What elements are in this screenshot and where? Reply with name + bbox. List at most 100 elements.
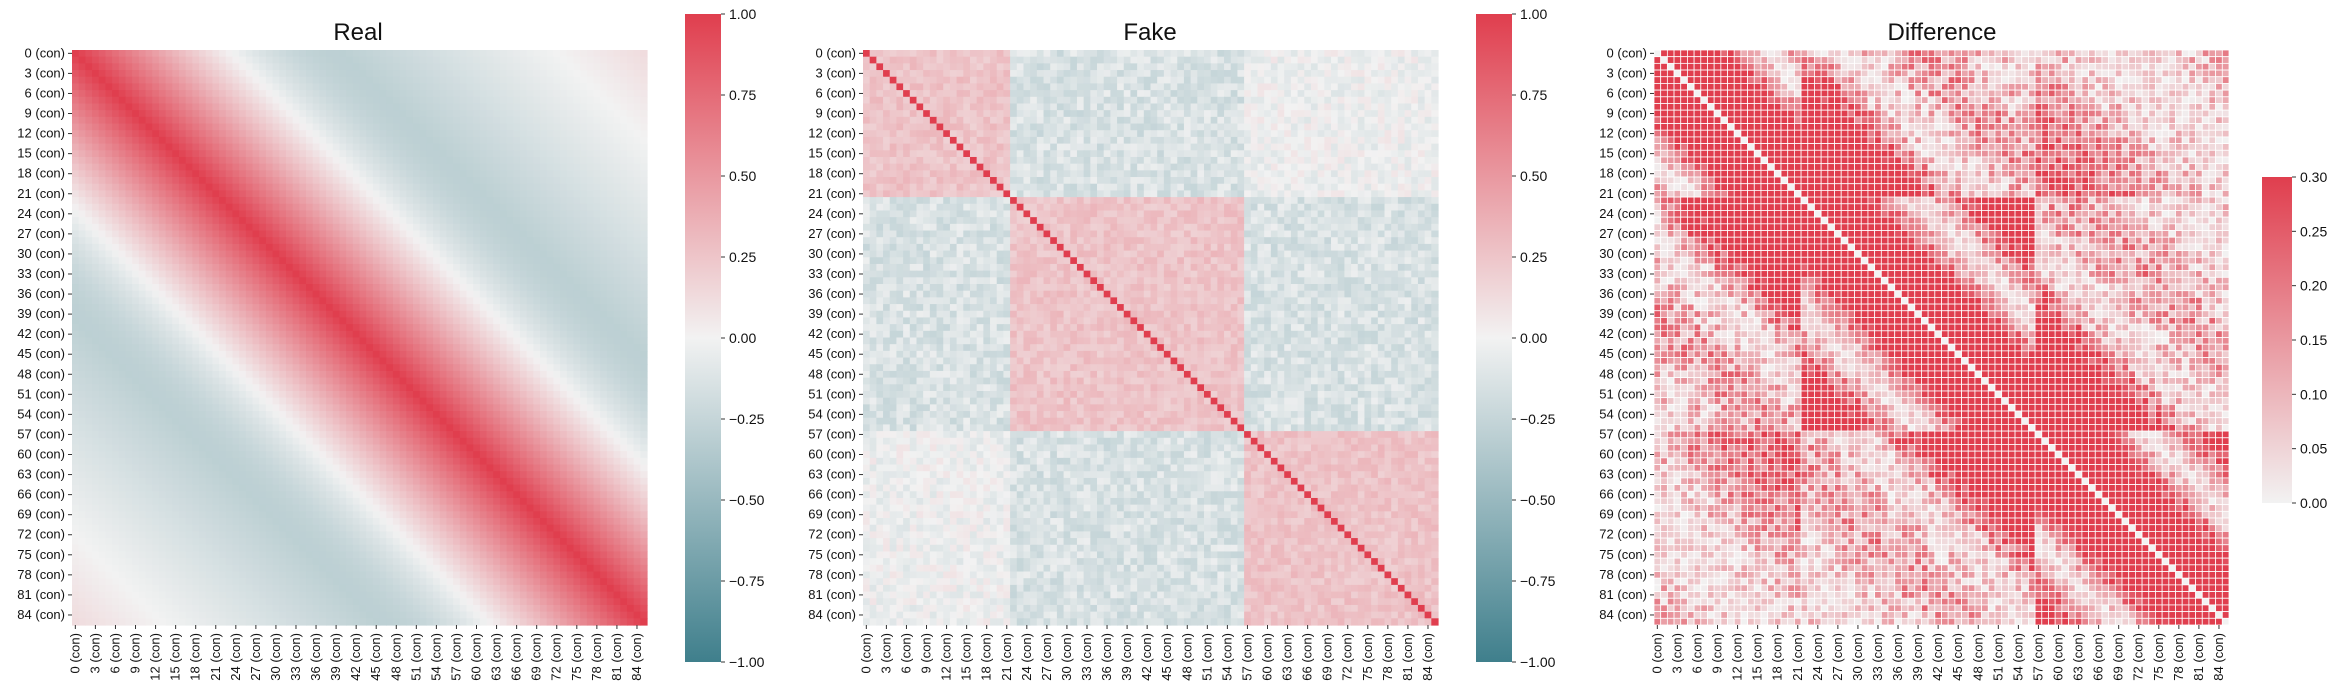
heatmap-cell (319, 163, 327, 171)
heatmap-cell (473, 250, 481, 258)
heatmap-cell (379, 136, 387, 145)
heatmap-cell (232, 90, 240, 98)
heatmap-cell (486, 297, 494, 305)
heatmap-cell (399, 431, 407, 439)
heatmap-cell (366, 250, 374, 258)
heatmap-cell (513, 63, 521, 71)
heatmap-cell (232, 384, 240, 392)
heatmap-cell (339, 223, 347, 232)
heatmap-cell (165, 377, 173, 385)
heatmap-cell (526, 156, 534, 165)
heatmap-cell (613, 277, 621, 285)
heatmap-cell (446, 350, 454, 359)
heatmap-cell (326, 324, 334, 332)
heatmap-cell (239, 210, 247, 218)
heatmap-cell (519, 337, 528, 345)
heatmap-cell (339, 324, 347, 332)
heatmap-cell (553, 431, 561, 439)
heatmap-cell (519, 123, 528, 131)
heatmap-cell (78, 163, 86, 171)
heatmap-cell (473, 70, 481, 78)
heatmap-cell (626, 210, 635, 218)
heatmap-cell (245, 424, 254, 432)
heatmap-cell (85, 310, 93, 319)
heatmap-cell (225, 156, 234, 165)
heatmap-cell (232, 310, 240, 319)
heatmap-cell (593, 190, 601, 198)
heatmap-cell (372, 83, 381, 91)
heatmap-cell (185, 110, 193, 118)
heatmap-cell (606, 397, 615, 405)
heatmap-cell (399, 270, 407, 278)
heatmap-cell (426, 250, 434, 258)
heatmap-cell (613, 190, 621, 198)
heatmap-cell (138, 76, 147, 85)
heatmap-cell (433, 390, 441, 399)
heatmap-cell (78, 130, 86, 138)
heatmap-cell (185, 76, 193, 85)
heatmap-cell (493, 317, 501, 325)
heatmap-cell (158, 150, 167, 158)
heatmap-cell (486, 317, 494, 325)
heatmap-cell (112, 177, 120, 185)
heatmap-cell (379, 337, 387, 345)
heatmap-cell (346, 150, 354, 158)
heatmap-cell (265, 50, 274, 58)
heatmap-cell (205, 243, 214, 252)
heatmap-cell (526, 397, 534, 405)
panel-title-real: Real (333, 19, 382, 46)
heatmap-cell (453, 310, 461, 319)
heatmap-cell (419, 203, 427, 212)
heatmap-cell (419, 83, 427, 91)
heatmap-cell (540, 217, 548, 225)
heatmap-cell (392, 70, 401, 78)
heatmap-cell (232, 163, 240, 171)
heatmap-cell (593, 183, 601, 192)
heatmap-cell (292, 411, 300, 419)
heatmap-cell (225, 136, 234, 145)
heatmap-cell (560, 197, 568, 205)
heatmap-cell (560, 263, 568, 272)
heatmap-cell (105, 290, 113, 298)
heatmap-cell (372, 284, 381, 292)
heatmap-cell (319, 337, 327, 345)
heatmap-cell (620, 163, 628, 171)
heatmap-cell (312, 390, 320, 399)
heatmap-cell (399, 384, 407, 392)
heatmap-cell (473, 217, 481, 225)
heatmap-cell (620, 424, 628, 432)
heatmap-cell (519, 90, 528, 98)
heatmap-cell (359, 83, 367, 91)
heatmap-cell (152, 156, 160, 165)
heatmap-cell (479, 304, 488, 312)
heatmap-cell (479, 390, 488, 399)
heatmap-cell (259, 136, 267, 145)
heatmap-cell (252, 96, 260, 105)
heatmap-cell (178, 76, 187, 85)
heatmap-cell (412, 304, 421, 312)
heatmap-cell (600, 110, 608, 118)
heatmap-cell (506, 250, 514, 258)
heatmap-cell (332, 431, 341, 439)
heatmap-cell (352, 330, 361, 339)
heatmap-cell (486, 337, 494, 345)
heatmap-cell (466, 243, 474, 252)
heatmap-cell (513, 203, 521, 212)
heatmap-cell (132, 431, 140, 439)
heatmap-cell (125, 297, 133, 305)
heatmap-cell (566, 377, 575, 385)
heatmap-cell (265, 377, 274, 385)
heatmap-cell (526, 344, 534, 352)
heatmap-cell (312, 404, 320, 412)
heatmap-cell (626, 431, 635, 439)
heatmap-cell (613, 263, 621, 272)
heatmap-cell (606, 243, 615, 252)
heatmap-cell (553, 357, 561, 365)
heatmap-cell (526, 230, 534, 238)
heatmap-cell (272, 370, 280, 379)
heatmap-cell (573, 203, 581, 212)
heatmap-cell (620, 417, 628, 426)
heatmap-cell (272, 364, 280, 372)
heatmap-cell (620, 390, 628, 399)
heatmap-cell (245, 197, 254, 205)
